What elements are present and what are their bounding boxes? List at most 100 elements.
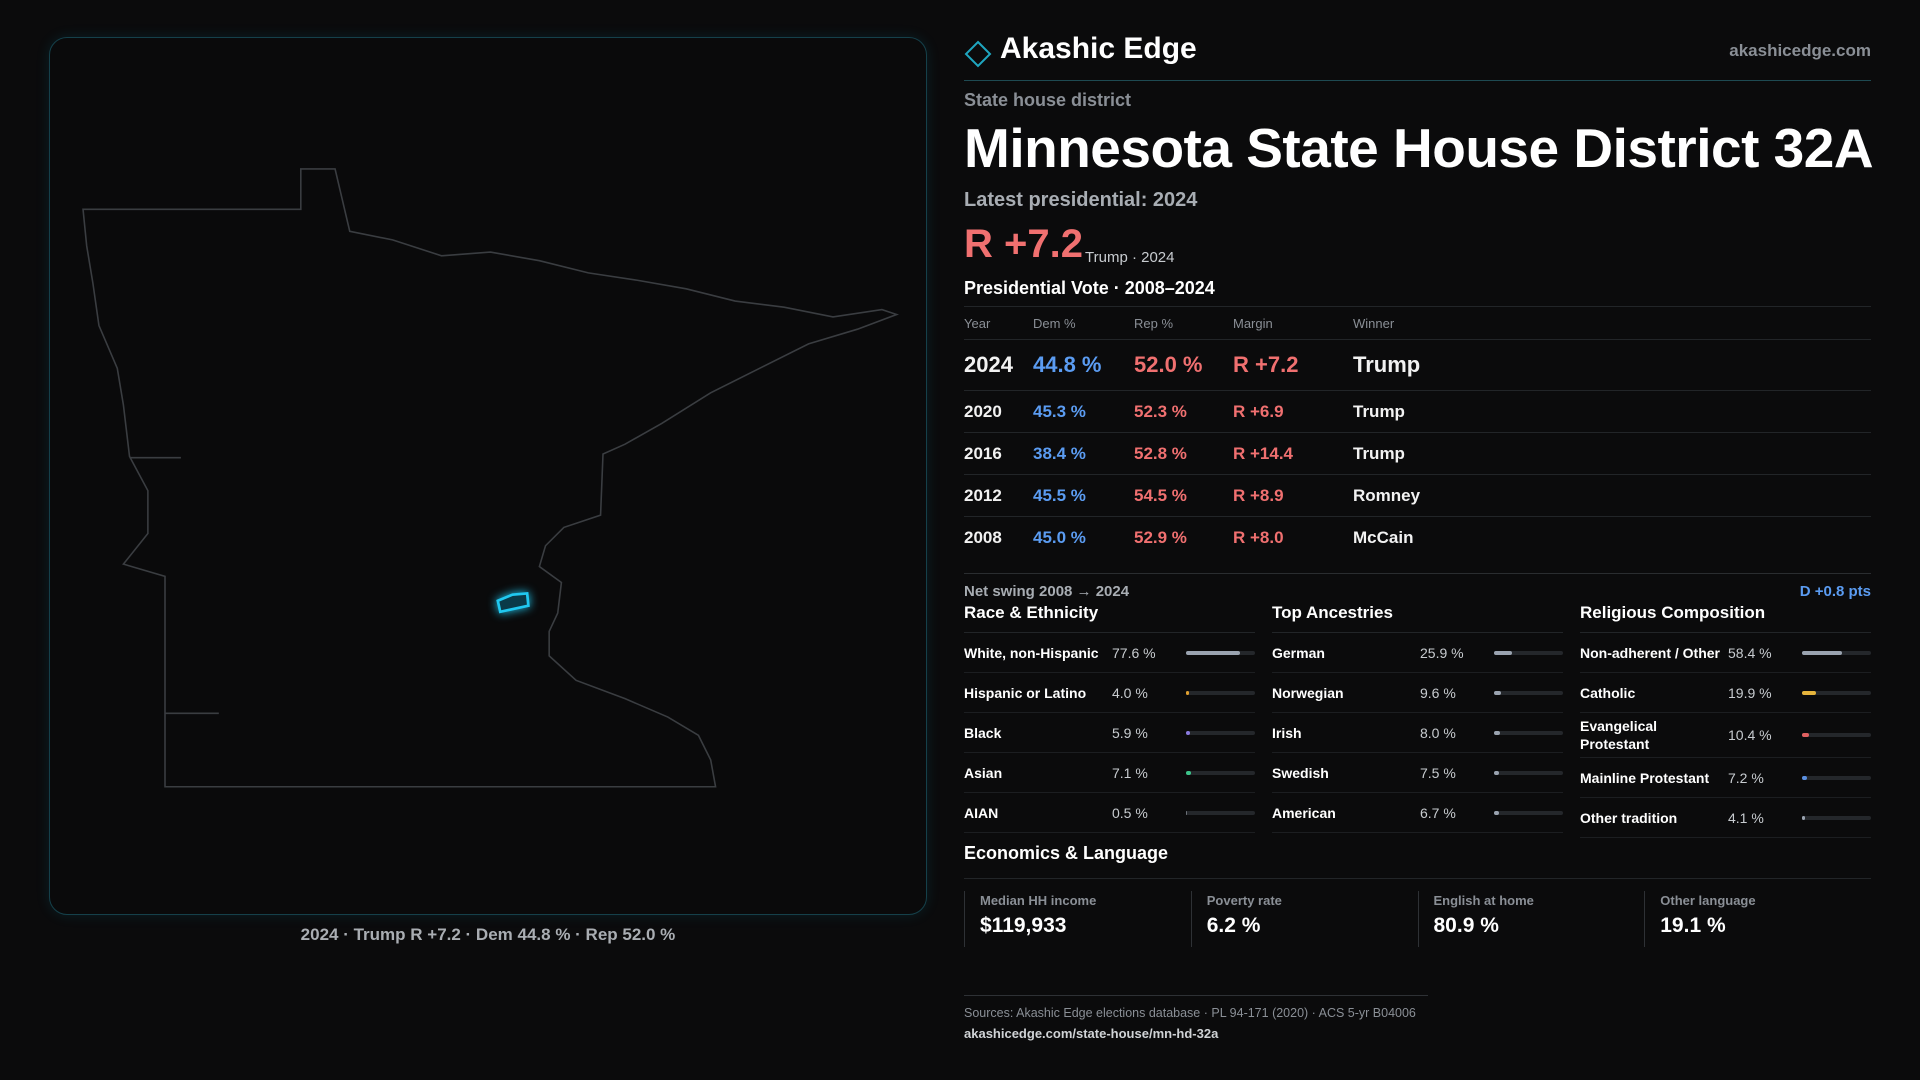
bar-track: [1494, 690, 1563, 695]
table-cell: 45.5 %: [1033, 485, 1086, 505]
bar: [1802, 775, 1807, 780]
stat-row: Hispanic or Latino 4.0 %: [964, 673, 1255, 713]
stat-label: Norwegian: [1272, 684, 1344, 701]
bar-track: [1494, 730, 1563, 735]
card-value: 80.9 %: [1433, 914, 1499, 937]
vote-table: Year Dem % Rep % Margin Winner 2024 44.8 % 52.0…: [964, 306, 1871, 558]
card-value: $119,933: [980, 914, 1067, 937]
stat-value: 7.2 %: [1728, 769, 1764, 786]
stat-value: 10.4 %: [1728, 727, 1772, 743]
bar-track: [1186, 810, 1255, 815]
table-cell: McCain: [1353, 527, 1414, 547]
bar: [1494, 730, 1500, 735]
bar-track: [1186, 650, 1255, 655]
religion-panel: Religious Composition Non-adherent / Othe…: [1580, 600, 1871, 838]
card-label: Median HH income: [980, 893, 1097, 908]
site-link[interactable]: akashicedge.com: [1729, 41, 1871, 60]
table-row: 2008 45.0 % 52.9 % R +8.0 McCain: [964, 516, 1871, 558]
bar: [1494, 650, 1512, 655]
bar-track: [1494, 650, 1563, 655]
margin-note: Trump · 2024: [1085, 249, 1175, 266]
stat-label: Other tradition: [1580, 809, 1678, 826]
table-cell: R +8.0: [1233, 527, 1284, 547]
card-label: English at home: [1433, 893, 1534, 908]
stat-value: 8.0 %: [1420, 724, 1456, 741]
stat-label: Irish: [1272, 724, 1302, 741]
table-cell: Trump: [1353, 401, 1405, 421]
page-url[interactable]: akashicedge.com/state-house/mn-hd-32a: [964, 1026, 1219, 1041]
bar-track: [1494, 770, 1563, 775]
latest-label: Latest presidential: 2024: [964, 189, 1198, 211]
race-panel: Race & Ethnicity White, non-Hispanic 77.6 …: [964, 600, 1255, 833]
table-cell: 2016: [964, 443, 1002, 463]
table-cell: 54.5 %: [1134, 485, 1187, 505]
bar-track: [1802, 733, 1871, 737]
table-cell: 52.9 %: [1134, 527, 1187, 547]
column-header: Margin: [1233, 315, 1273, 331]
table-header: Year Dem % Rep % Margin Winner: [964, 306, 1871, 339]
bar: [1802, 690, 1816, 695]
section-title: Top Ancestries: [1272, 600, 1563, 633]
stat-row: White, non-Hispanic 77.6 %: [964, 633, 1255, 673]
district-title: Minnesota State House District 32A: [964, 117, 1874, 179]
table-row: 2024 44.8 % 52.0 % R +7.2 Trump: [964, 339, 1871, 390]
stat-row: Other tradition 4.1 %: [1580, 798, 1871, 838]
table-cell: R +8.9: [1233, 485, 1284, 505]
stat-value: 77.6 %: [1112, 644, 1156, 661]
stat-value: 58.4 %: [1728, 644, 1772, 661]
swing-label: Net swing 2008 → 2024: [964, 583, 1130, 600]
card-label: Poverty rate: [1206, 893, 1282, 908]
table-cell: R +14.4: [1233, 443, 1294, 463]
card-label: Other language: [1660, 893, 1756, 908]
table-cell: 2024: [964, 352, 1013, 377]
bar-track: [1186, 730, 1255, 735]
stat-row: Irish 8.0 %: [1272, 713, 1563, 753]
info-panel: Akashic Edge akashicedge.com State house…: [964, 0, 1874, 1080]
stat-label: Black: [964, 724, 1002, 741]
bar-track: [1186, 770, 1255, 775]
table-row: 2012 45.5 % 54.5 % R +8.9 Romney: [964, 474, 1871, 516]
stat-label: Hispanic or Latino: [964, 684, 1087, 701]
table-cell: Trump: [1353, 352, 1421, 377]
economics-title: Economics & Language: [964, 843, 1169, 863]
stat-row: Swedish 7.5 %: [1272, 753, 1563, 793]
stat-label: Catholic: [1580, 684, 1636, 701]
stat-value: 7.1 %: [1112, 764, 1148, 781]
bar: [1186, 650, 1240, 655]
stat-card: Other language 19.1 %: [1644, 891, 1871, 947]
table-cell: 52.8 %: [1134, 443, 1187, 463]
map: [82, 168, 900, 788]
stat-value: 9.6 %: [1420, 684, 1456, 701]
brand: Akashic Edge: [1000, 32, 1197, 65]
stat-value: 19.9 %: [1728, 684, 1772, 701]
sources: Sources: Akashic Edge elections database…: [964, 1006, 1416, 1020]
stat-row: German 25.9 %: [1272, 633, 1563, 673]
stat-row: Catholic 19.9 %: [1580, 673, 1871, 713]
table-cell: R +6.9: [1233, 401, 1284, 421]
table-cell: Trump: [1353, 443, 1405, 463]
stat-row: Black 5.9 %: [964, 713, 1255, 753]
map-panel: [49, 37, 927, 915]
bar-track: [1186, 690, 1255, 695]
table-cell: 52.0 %: [1134, 352, 1203, 377]
stat-row: Evangelical Protestant 10.4 %: [1580, 713, 1871, 758]
ancestry-panel: Top Ancestries German 25.9 % Norwegian 9.6 %…: [1272, 600, 1563, 833]
table-cell: Romney: [1353, 485, 1421, 505]
table-cell: R +7.2: [1233, 352, 1299, 377]
column-header: Dem %: [1033, 315, 1076, 331]
divider: [964, 80, 1871, 81]
state-outline: [82, 168, 900, 788]
bar-track: [1802, 650, 1871, 655]
table-cell: 2012: [964, 485, 1002, 505]
bar: [1186, 770, 1191, 775]
stat-label: Evangelical Protestant: [1580, 718, 1658, 752]
stat-label: White, non-Hispanic: [964, 644, 1099, 661]
stat-label: Non-adherent / Other: [1580, 644, 1721, 661]
stat-row: Asian 7.1 %: [964, 753, 1255, 793]
table-cell: 2008: [964, 527, 1002, 547]
bar-track: [1802, 815, 1871, 820]
card-value: 6.2 %: [1206, 914, 1261, 937]
stat-value: 6.7 %: [1420, 804, 1456, 821]
